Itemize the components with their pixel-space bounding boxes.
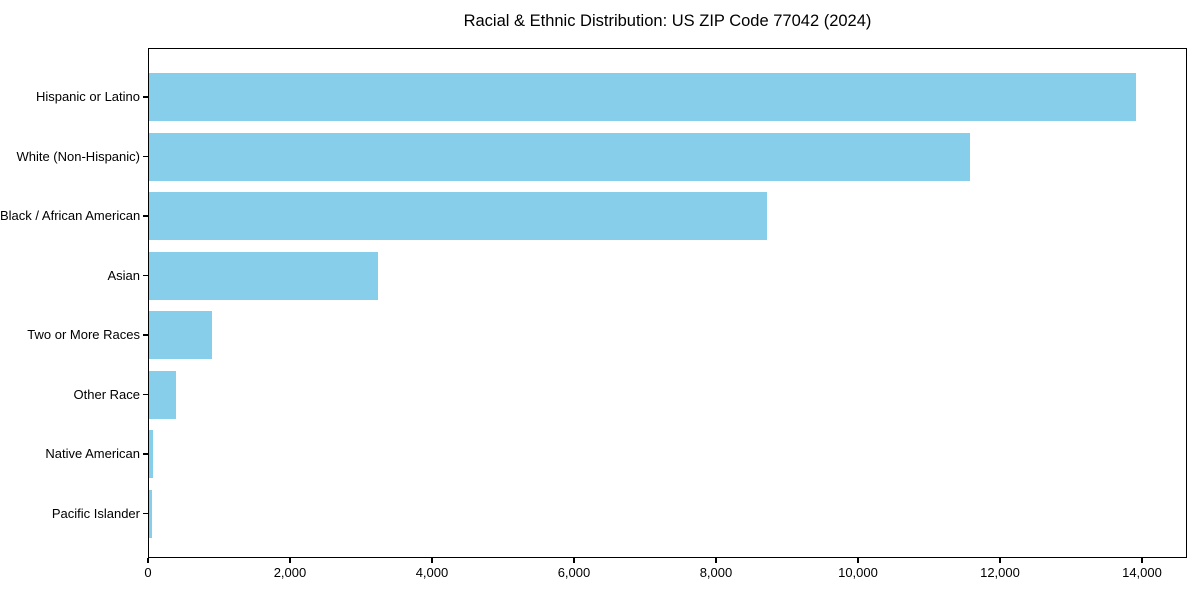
x-tick-mark [1141,558,1143,563]
y-tick-label-hispanic-or-latino: Hispanic or Latino [35,89,140,104]
x-tick-mark [857,558,859,563]
bar-white-non-hispanic [149,132,970,181]
x-tick-label-2000: 2,000 [273,565,307,580]
x-tick-mark [147,558,149,563]
y-tick-label-black-african-american: Black / African American [0,208,141,223]
bar-hispanic-or-latino [149,73,1136,121]
chart-title: Racial & Ethnic Distribution: US ZIP Cod… [463,12,872,30]
y-tick-mark [143,96,148,98]
y-tick-label-other-race: Other Race [73,386,140,402]
x-tick-mark [431,558,433,563]
x-tick-label-4000: 4,000 [415,565,449,580]
x-tick-mark [715,558,717,563]
bar-asian [149,251,378,300]
x-tick-label-12000: 12,000 [980,565,1020,580]
y-tick-label-two-or-more-races: Two or More Races [27,327,140,342]
x-tick-label-0: 0 [144,565,152,580]
x-tick-mark [999,558,1001,563]
bar-native-american [149,430,153,478]
y-tick-mark [143,215,148,217]
y-tick-label-native-american: Native American [45,446,140,461]
x-tick-mark [289,558,291,563]
bar-black-african-american [149,192,768,240]
bar-two-or-more-races [149,311,213,359]
plot-area [148,48,1187,558]
bar-other-race [149,370,176,419]
y-tick-label-asian: Asian [107,267,140,283]
y-tick-mark [143,274,148,277]
x-tick-label-6000: 6,000 [557,565,591,580]
x-tick-label-10000: 10,000 [838,565,878,580]
y-tick-label-pacific-islander: Pacific Islander [51,505,140,521]
y-tick-mark [143,393,148,396]
y-tick-mark [143,155,148,158]
x-tick-label-14000: 14,000 [1122,565,1162,580]
bar-pacific-islander [149,489,152,538]
y-tick-mark [143,453,148,455]
y-tick-mark [143,512,148,515]
y-tick-label-white-non-hispanic: White (Non-Hispanic) [16,148,140,164]
y-tick-mark [143,334,148,336]
x-tick-mark [573,558,575,563]
x-tick-label-8000: 8,000 [699,565,733,580]
